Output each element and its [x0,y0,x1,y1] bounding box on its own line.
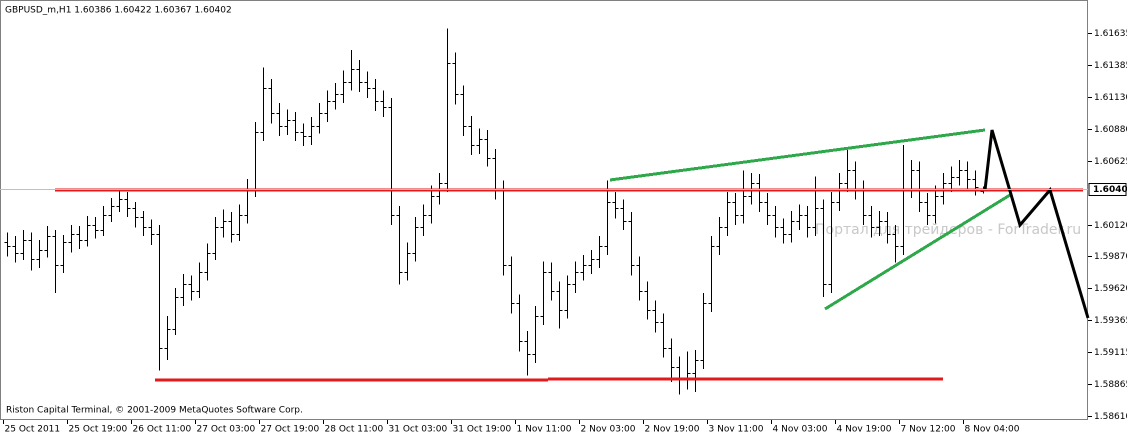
y-tick-label: 1.59620 [1094,284,1127,294]
trend-line-top [609,128,986,182]
x-tick-label: 28 Oct 11:00 [325,425,384,435]
bars [4,28,987,395]
y-tick-label: 1.58610 [1094,412,1127,422]
x-tick-label: 2 Nov 03:00 [581,425,636,435]
x-tick-label: 31 Oct 19:00 [453,425,512,435]
y-tick-label: 1.59365 [1094,316,1127,326]
y-tick-label: 1.61130 [1094,93,1127,103]
last-price-box [1088,183,1127,196]
x-tick-label: 7 Nov 12:00 [901,425,956,435]
footer: Riston Capital Terminal, © 2001-2009 Met… [6,406,303,416]
x-tick-label: 2 Nov 19:00 [645,425,700,435]
x-tick-label: 25 Oct 19:00 [69,425,128,435]
y-tick-label: 1.61635 [1094,29,1127,39]
trend-line-bottom [824,193,1011,311]
x-tick-label: 26 Oct 11:00 [133,425,192,435]
y-tick-label: 1.60880 [1094,125,1127,135]
x-tick-label: 1 Nov 11:00 [517,425,572,435]
x-tick-label: 27 Oct 19:00 [261,425,320,435]
y-tick-label: 1.59870 [1094,252,1127,262]
x-tick-label: 4 Nov 03:00 [773,425,828,435]
last-price-label: 1.60402 [1093,185,1127,195]
watermark: Портал для трейдеров - ForTrader.ru [815,222,1081,238]
forecast-path [983,129,1090,319]
x-tick-label: 4 Nov 19:00 [837,425,892,435]
x-tick-label: 8 Nov 04:00 [965,425,1020,435]
x-tick-label: 27 Oct 03:00 [197,425,256,435]
x-tick-label: 25 Oct 2011 [5,425,61,435]
y-tick-label: 1.60625 [1094,157,1127,167]
plot-frame [0,0,1088,420]
x-tick-label: 31 Oct 03:00 [389,425,448,435]
y-tick-label: 1.58865 [1094,380,1127,390]
y-tick-label: 1.61385 [1094,61,1127,71]
chart-title: GBPUSD_m,H1 1.60386 1.60422 1.60367 1.60… [5,6,232,16]
y-tick-label: 1.60120 [1094,221,1127,231]
x-tick-label: 3 Nov 11:00 [709,425,764,435]
y-tick-label: 1.59115 [1094,348,1127,358]
